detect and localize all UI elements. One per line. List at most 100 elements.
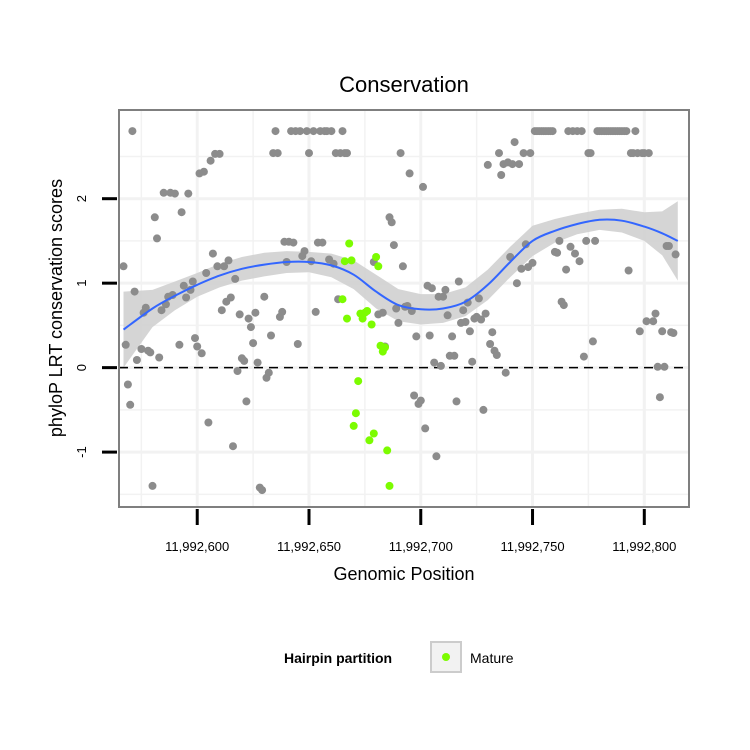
- data-point: [338, 127, 347, 136]
- data-point: [398, 262, 407, 271]
- data-point: [508, 160, 517, 169]
- data-point: [582, 236, 591, 245]
- data-point: [242, 397, 251, 406]
- y-tick-label: -1: [74, 446, 89, 458]
- data-point: [591, 236, 600, 245]
- data-point: [577, 127, 586, 136]
- data-point: [246, 323, 255, 332]
- data-point: [305, 149, 313, 158]
- data-point: [197, 349, 206, 358]
- data-point: [430, 358, 439, 367]
- mature-point: [349, 421, 358, 430]
- data-point: [649, 317, 658, 326]
- mature-point: [369, 429, 378, 438]
- data-point: [644, 149, 653, 158]
- grid-lines: [119, 110, 689, 507]
- data-point: [664, 242, 673, 250]
- data-point: [586, 149, 595, 158]
- data-point: [427, 284, 436, 293]
- data-point: [526, 149, 535, 158]
- data-point: [240, 356, 249, 365]
- mature-point: [343, 314, 351, 323]
- data-point: [213, 262, 222, 271]
- data-point: [258, 486, 267, 495]
- data-point: [488, 328, 497, 337]
- data-point: [318, 238, 327, 247]
- data-point: [300, 247, 309, 256]
- x-tick-label: 11,992,700: [389, 539, 453, 554]
- mature-point: [345, 239, 354, 248]
- data-point: [559, 301, 568, 310]
- data-point: [624, 266, 633, 275]
- data-point: [177, 208, 186, 217]
- data-point: [432, 452, 441, 461]
- data-point: [231, 274, 240, 283]
- data-point: [206, 156, 215, 165]
- mature-point: [381, 343, 389, 352]
- data-point: [412, 332, 421, 341]
- data-point: [273, 149, 282, 158]
- data-point: [389, 241, 398, 250]
- data-point: [452, 397, 461, 406]
- data-point: [327, 127, 336, 136]
- data-point: [226, 293, 235, 302]
- data-point: [405, 169, 414, 178]
- y-tick-label: 0: [74, 364, 89, 371]
- legend: Hairpin partition Mature: [284, 641, 514, 673]
- data-point: [217, 306, 226, 315]
- data-point: [553, 248, 562, 257]
- data-point: [474, 294, 483, 303]
- data-point: [519, 149, 528, 158]
- smooth-fit-line: [122, 218, 679, 331]
- data-point: [486, 340, 495, 348]
- data-point: [251, 308, 260, 317]
- data-point: [387, 218, 396, 227]
- x-tick-label: 11,992,750: [500, 539, 564, 554]
- mature-point: [367, 320, 376, 329]
- data-point: [278, 307, 287, 316]
- data-point: [495, 149, 503, 158]
- mature-point: [372, 253, 381, 261]
- data-point: [443, 311, 452, 320]
- data-point: [635, 327, 644, 336]
- data-point: [454, 277, 463, 286]
- y-axis-title: phyloP LRT conservation scores: [46, 179, 66, 437]
- data-point: [622, 127, 631, 136]
- data-point: [148, 481, 157, 490]
- data-point: [199, 167, 208, 176]
- data-point: [515, 160, 524, 169]
- data-point: [208, 249, 217, 258]
- data-point: [137, 345, 146, 353]
- data-point: [343, 149, 351, 158]
- legend-key-mature-point: [442, 653, 450, 661]
- data-point: [669, 329, 678, 337]
- data-point: [416, 396, 425, 405]
- data-point: [566, 242, 575, 251]
- data-point: [439, 292, 448, 301]
- data-point: [655, 393, 664, 402]
- data-point: [193, 342, 202, 351]
- data-point: [215, 149, 224, 158]
- data-point: [123, 380, 132, 389]
- y-axis: -1 0 1 2: [74, 195, 117, 458]
- data-point: [658, 327, 667, 336]
- data-point: [302, 127, 311, 136]
- data-point: [483, 160, 492, 169]
- legend-title: Hairpin partition: [284, 650, 392, 666]
- data-point: [155, 353, 164, 362]
- x-axis-title: Genomic Position: [333, 564, 474, 584]
- data-point: [571, 249, 579, 258]
- data-point: [150, 213, 159, 222]
- data-point: [188, 277, 197, 286]
- data-point: [579, 352, 588, 361]
- data-point: [448, 332, 457, 341]
- data-point: [157, 306, 166, 315]
- mature-point: [383, 446, 392, 455]
- data-point: [517, 264, 526, 273]
- data-point: [289, 238, 298, 247]
- mature-point: [385, 481, 394, 490]
- mature-point: [338, 295, 347, 304]
- data-point: [501, 368, 510, 377]
- y-tick-label: 1: [74, 280, 89, 287]
